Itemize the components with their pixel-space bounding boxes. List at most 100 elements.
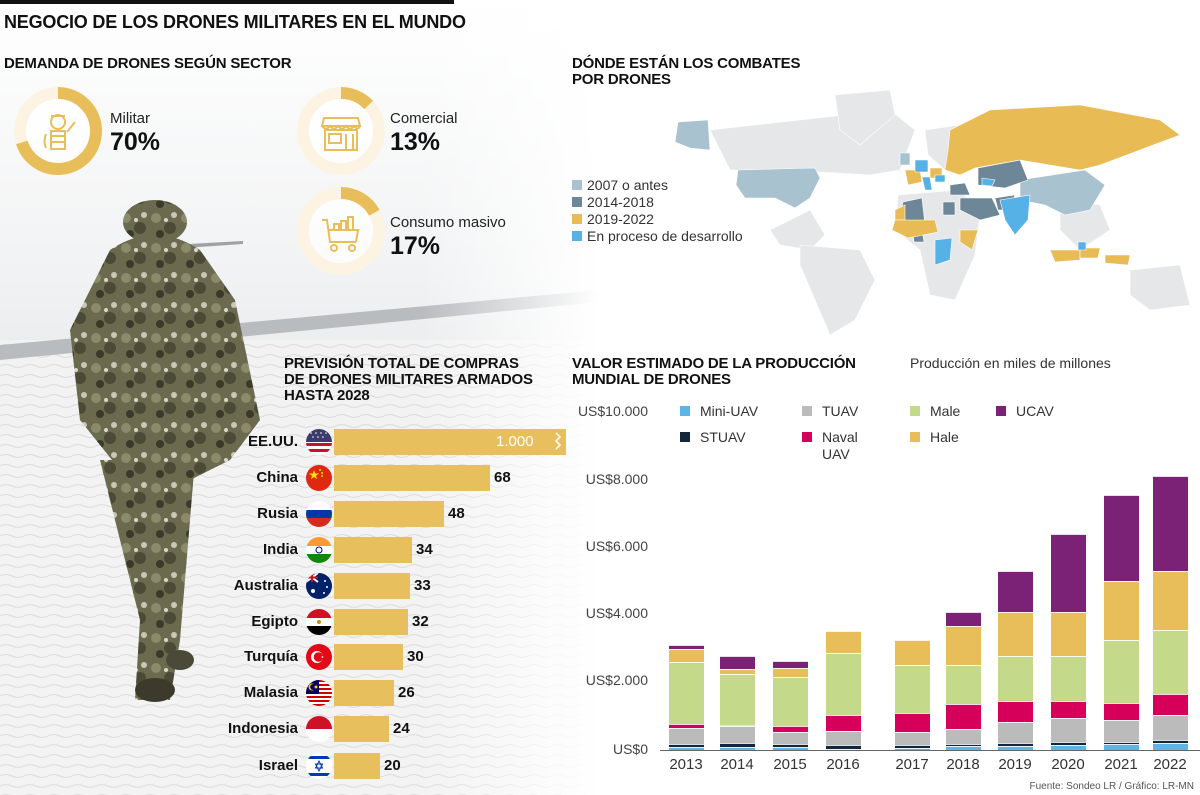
- bar-segment: [669, 648, 704, 663]
- map-legend-item: 2007 o antes: [572, 177, 668, 193]
- bar-segment: [1051, 701, 1086, 719]
- legend-swatch-icon: [572, 180, 582, 190]
- purchase-bar: [334, 680, 394, 706]
- purchase-value: 24: [393, 720, 410, 737]
- bar-segment: [773, 661, 808, 669]
- bar-segment: [1104, 494, 1139, 582]
- x-tick-label: 2022: [1153, 756, 1187, 773]
- bar-segment: [895, 665, 930, 713]
- bar-segment: [998, 701, 1033, 723]
- country-label: Australia: [233, 577, 298, 594]
- map-legend-item: En proceso de desarrollo: [572, 228, 743, 244]
- stacked-bar-2016: [826, 631, 861, 750]
- bar-segment: [826, 715, 861, 732]
- y-tick-label: US$4.000: [585, 605, 648, 621]
- legend-swatch-icon: [572, 197, 582, 207]
- bar-segment: [720, 655, 755, 669]
- bar-segment: [720, 668, 755, 674]
- bar-segment: [720, 673, 755, 726]
- consumo-value: 17%: [390, 232, 441, 260]
- production-legend-item: Mini-UAV: [680, 403, 758, 419]
- unit-note: Producción en miles de millones: [910, 355, 1111, 371]
- bar-segment: [895, 747, 930, 750]
- bar-segment: [826, 744, 861, 749]
- bar-segment: [669, 644, 704, 649]
- production-legend-label: Hale: [930, 429, 959, 445]
- y-tick-label: US$6.000: [585, 538, 648, 554]
- legend-swatch-icon: [802, 432, 812, 442]
- purchase-bar: [334, 537, 412, 563]
- bar-segment: [1051, 742, 1086, 745]
- bar-segment: [773, 743, 808, 748]
- country-label: EE.UU.: [247, 433, 298, 450]
- bar-segment: [1051, 534, 1086, 613]
- purchases-title-line3: HASTA 2028: [284, 387, 370, 404]
- turkey-flag-icon: [306, 644, 332, 670]
- purchases-section-title: PREVISIÓN TOTAL DE COMPRAS DE DRONES MIL…: [284, 356, 533, 404]
- bar-segment: [946, 704, 981, 729]
- axis-break-icon: [554, 432, 562, 450]
- militar-label: Militar: [110, 110, 150, 127]
- map-legend-label: 2014-2018: [587, 194, 654, 210]
- purchase-bar: [334, 465, 490, 491]
- purchases-title-line2: DE DRONES MILITARES ARMADOS: [284, 371, 533, 388]
- bar-segment: [998, 722, 1033, 744]
- country-label: Israel: [258, 757, 298, 774]
- legend-swatch-icon: [572, 214, 582, 224]
- y-tick-label: US$2.000: [585, 672, 648, 688]
- bar-segment: [1104, 640, 1139, 704]
- legend-swatch-icon: [910, 432, 920, 442]
- bar-segment: [1051, 612, 1086, 656]
- bar-segment: [826, 731, 861, 745]
- map-legend-label: 2019-2022: [587, 211, 654, 227]
- country-label: China: [256, 469, 298, 486]
- map-legend-item: 2019-2022: [572, 211, 654, 227]
- stacked-bar-2020: [1051, 534, 1086, 750]
- x-tick-label: 2017: [895, 756, 929, 773]
- map-section-title: DÓNDE ESTÁN LOS COMBATES POR DRONES: [572, 56, 800, 88]
- bar-segment: [1153, 739, 1188, 743]
- legend-swatch-icon: [572, 231, 582, 241]
- x-tick-label: 2021: [1104, 756, 1138, 773]
- purchase-value: 1.000: [496, 433, 534, 450]
- map-title-line2: POR DRONES: [572, 71, 671, 88]
- consumo-label: Consumo masivo: [390, 214, 506, 231]
- production-legend-label: Mini-UAV: [700, 403, 759, 419]
- x-axis-baseline: [660, 750, 1200, 751]
- production-legend-item: Hale: [910, 429, 959, 445]
- stacked-bar-2022: [1153, 475, 1188, 750]
- x-tick-label: 2014: [720, 756, 754, 773]
- bar-segment: [773, 676, 808, 727]
- page-title: NEGOCIO DE LOS DRONES MILITARES EN EL MU…: [4, 12, 466, 32]
- bar-segment: [1104, 703, 1139, 721]
- bar-segment: [1104, 741, 1139, 745]
- legend-swatch-icon: [802, 406, 812, 416]
- bar-segment: [669, 662, 704, 725]
- bar-segment: [998, 611, 1033, 656]
- x-tick-label: 2019: [998, 756, 1032, 773]
- country-label: Indonesia: [227, 720, 298, 737]
- x-tick-label: 2020: [1051, 756, 1085, 773]
- legend-swatch-icon: [680, 406, 690, 416]
- purchase-value: 26: [398, 684, 415, 701]
- purchase-bar: [334, 609, 408, 635]
- china-flag-icon: [306, 465, 332, 491]
- production-legend-label: Naval UAV: [822, 429, 858, 462]
- stacked-bar-2015: [773, 661, 808, 750]
- purchase-bar: [334, 501, 444, 527]
- x-tick-label: 2013: [669, 756, 703, 773]
- australia-flag-icon: [306, 573, 332, 599]
- bar-segment: [669, 743, 704, 747]
- production-legend-item: Naval UAV: [802, 429, 862, 463]
- soldier-icon: [43, 114, 76, 150]
- stacked-bar-2014: [720, 655, 755, 750]
- bar-segment: [773, 668, 808, 677]
- purchase-bar: [334, 716, 389, 742]
- shopping-cart-icon: [322, 216, 360, 252]
- bar-segment: [669, 724, 704, 729]
- bar-segment: [998, 743, 1033, 746]
- production-legend-label: UCAV: [1016, 403, 1054, 419]
- legend-swatch-icon: [996, 406, 1006, 416]
- country-label: Egipto: [251, 613, 298, 630]
- world-map: [674, 90, 1191, 336]
